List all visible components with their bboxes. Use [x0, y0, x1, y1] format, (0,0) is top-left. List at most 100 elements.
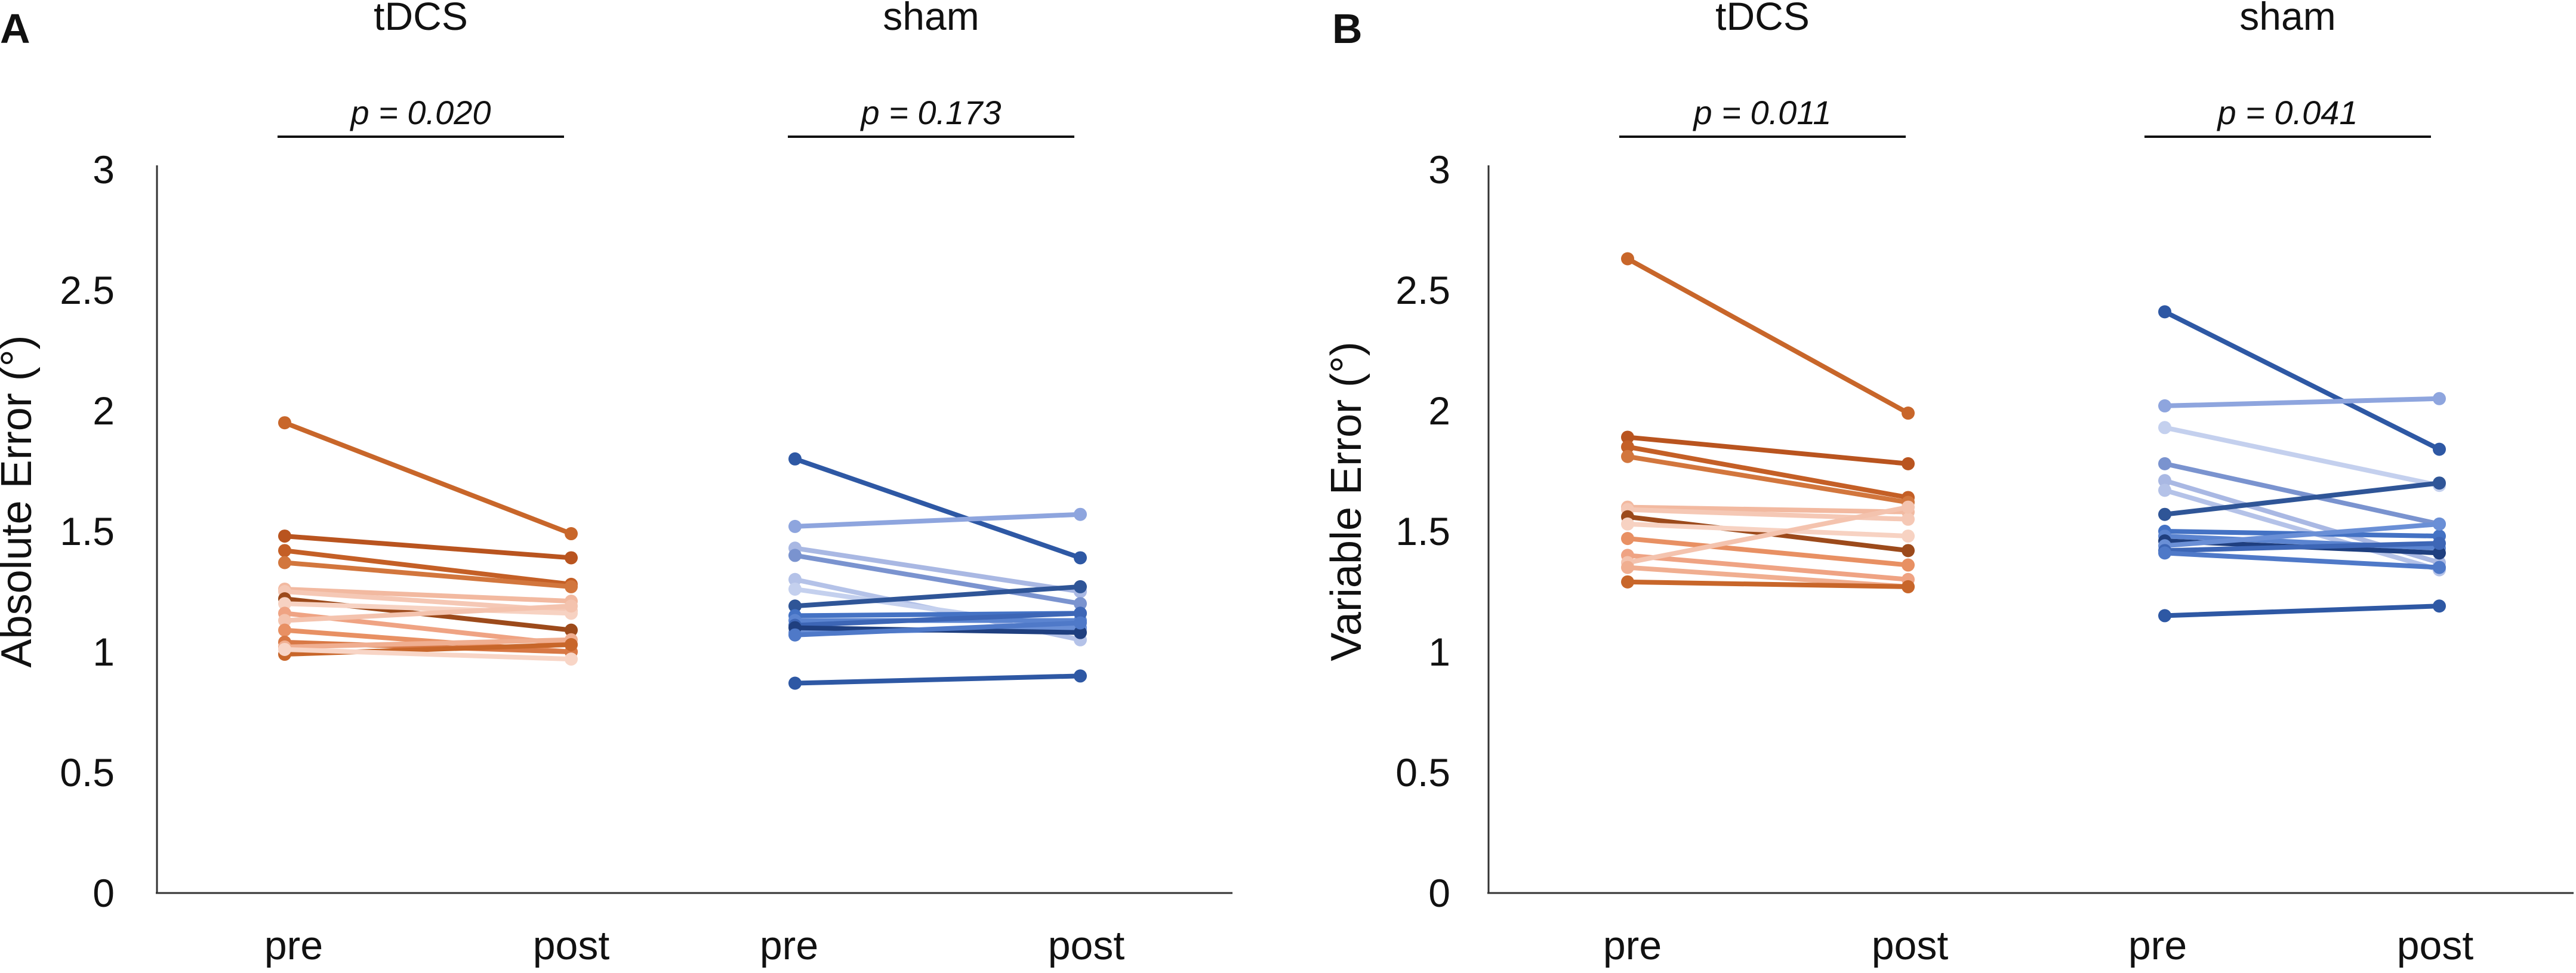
x-tick-post-tdcs-a: post	[533, 923, 610, 968]
series-line-tdcs-b-2	[1625, 435, 1911, 466]
panel-b: B tDCS sham p = 0.011 p = 0.041 Variable…	[1323, 0, 2574, 968]
data-point-tdcs-pre-b-13	[1621, 575, 1634, 589]
series-line-sham-a-3	[793, 546, 1083, 594]
data-point-tdcs-post-a-4	[565, 580, 578, 593]
series-line-sham-a-4	[793, 553, 1083, 606]
series-line-tdcs-a-8	[282, 601, 574, 616]
panel-a: A tDCS sham p = 0.020 p = 0.173 Absolute…	[0, 0, 1232, 968]
series-line-tdcs-a-5	[282, 586, 574, 604]
y-tick-label-b-1: 0.5	[1395, 750, 1450, 795]
data-point-tdcs-pre-b-9	[1621, 532, 1634, 546]
data-point-tdcs-post-b-8	[1902, 529, 1915, 543]
series-line-tdcs-a-15	[282, 646, 574, 662]
data-point-tdcs-post-a-10	[565, 599, 578, 613]
data-point-sham-post-b-2	[2433, 392, 2446, 405]
series-line-tdcs-a-2	[282, 534, 574, 561]
y-tick-label-a-0: 0	[93, 871, 115, 915]
series-line-tdcs-a-1	[282, 420, 574, 537]
series-line-sham-b-7	[2162, 481, 2442, 517]
y-tick-label-a-1: 0.5	[60, 750, 115, 795]
data-point-sham-pre-b-4	[2158, 457, 2171, 470]
panel-letter-a: A	[0, 5, 30, 52]
data-point-sham-post-a-12	[1074, 626, 1087, 639]
x-tick-post-sham-b: post	[2397, 923, 2474, 968]
data-point-sham-pre-a-13	[788, 628, 802, 642]
data-point-tdcs-pre-b-2	[1621, 430, 1634, 444]
data-point-tdcs-pre-a-10	[278, 614, 291, 627]
series-line-tdcs-b-5	[1625, 504, 1911, 515]
series-line-tdcs-b-13	[1625, 579, 1911, 589]
series-line-sham-b-3	[2162, 425, 2442, 488]
y-tick-label-a-6: 3	[93, 147, 115, 192]
data-point-sham-pre-b-13	[2158, 546, 2171, 560]
data-point-sham-post-a-14	[1074, 669, 1087, 683]
data-point-tdcs-post-a-15	[565, 652, 578, 666]
series-line-tdcs-b-1	[1625, 256, 1911, 416]
data-point-sham-post-b-14	[2433, 599, 2446, 613]
series-line-sham-a-2	[793, 512, 1083, 529]
data-point-tdcs-pre-a-11	[278, 623, 291, 637]
data-point-sham-post-b-1	[2433, 442, 2446, 456]
data-point-sham-pre-b-5	[2158, 474, 2171, 488]
group-title-sham-a: sham	[883, 0, 979, 38]
y-tick-label-b-6: 3	[1428, 147, 1450, 192]
x-tick-post-tdcs-b: post	[1872, 923, 1949, 968]
data-point-sham-pre-a-7	[788, 599, 802, 613]
series-line-tdcs-a-10	[282, 603, 574, 623]
data-point-sham-post-b-10	[2433, 546, 2446, 560]
series-line-sham-a-10	[793, 611, 1083, 628]
p-value-tdcs-a: p = 0.020	[349, 94, 491, 131]
data-point-tdcs-pre-b-12	[1621, 561, 1634, 574]
data-point-sham-pre-b-2	[2158, 399, 2171, 412]
series-line-tdcs-a-3	[282, 548, 574, 587]
data-point-tdcs-pre-a-8	[278, 597, 291, 611]
series-line-tdcs-b-3	[1625, 444, 1911, 500]
data-point-sham-post-a-13	[1074, 616, 1087, 630]
series-line-sham-a-14	[793, 673, 1083, 686]
series-line-sham-b-12	[2162, 541, 2442, 553]
data-point-sham-pre-b-6	[2158, 484, 2171, 497]
data-point-tdcs-pre-b-8	[1621, 517, 1634, 531]
data-point-sham-pre-b-1	[2158, 305, 2171, 319]
data-point-tdcs-post-a-14	[565, 638, 578, 651]
series-layer-a	[278, 416, 1087, 690]
series-line-tdcs-b-11	[1625, 504, 1911, 565]
data-point-tdcs-pre-a-1	[278, 416, 291, 430]
group-title-sham-b: sham	[2239, 0, 2335, 38]
data-point-sham-pre-a-4	[788, 549, 802, 562]
data-point-sham-pre-a-2	[788, 519, 802, 533]
data-point-sham-post-a-10	[1074, 606, 1087, 620]
series-line-sham-a-13	[793, 620, 1083, 638]
data-point-sham-pre-a-6	[788, 582, 802, 596]
y-ticks-b: 0 0.5 1 1.5 2 2.5 3	[1395, 147, 1450, 915]
y-axis-label-b: Variable Error (°)	[1323, 341, 1370, 661]
data-point-tdcs-post-a-7	[565, 623, 578, 637]
x-tick-pre-tdcs-b: pre	[1603, 923, 1662, 968]
data-point-sham-pre-b-14	[2158, 609, 2171, 623]
data-point-sham-pre-a-5	[788, 572, 802, 586]
y-tick-label-b-2: 1	[1428, 630, 1450, 674]
data-point-tdcs-pre-a-2	[278, 529, 291, 543]
data-point-tdcs-post-b-11	[1902, 500, 1915, 514]
y-tick-label-b-5: 2.5	[1395, 268, 1450, 312]
data-point-tdcs-post-b-2	[1902, 457, 1915, 470]
series-layer-b	[1621, 252, 2446, 623]
group-title-tdcs-b: tDCS	[1715, 0, 1810, 38]
series-line-tdcs-b-9	[1625, 536, 1911, 568]
data-point-sham-pre-a-14	[788, 676, 802, 690]
y-tick-label-a-3: 1.5	[60, 509, 115, 553]
data-point-tdcs-pre-a-15	[278, 642, 291, 656]
data-point-sham-pre-b-3	[2158, 421, 2171, 435]
y-axis-label-a: Absolute Error (°)	[0, 335, 41, 668]
series-line-tdcs-a-13	[282, 637, 574, 649]
y-tick-label-b-3: 1.5	[1395, 509, 1450, 553]
series-line-sham-a-1	[793, 456, 1083, 561]
data-point-sham-post-a-1	[1074, 551, 1087, 565]
y-ticks-a: 0 0.5 1 1.5 2 2.5 3	[60, 147, 115, 915]
data-point-sham-post-a-4	[1074, 597, 1087, 611]
data-point-sham-post-a-2	[1074, 507, 1087, 521]
series-line-sham-b-1	[2162, 309, 2442, 452]
series-line-sham-b-4	[2162, 461, 2442, 526]
series-line-tdcs-b-10	[1625, 553, 1911, 582]
data-point-tdcs-post-b-1	[1902, 407, 1915, 420]
